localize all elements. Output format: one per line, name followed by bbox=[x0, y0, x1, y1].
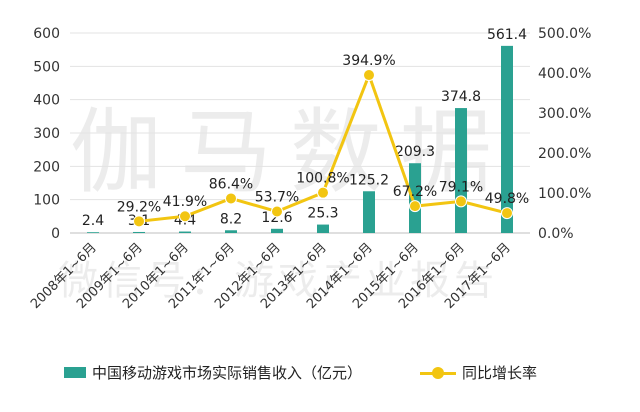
right-tick-label: 0.0% bbox=[538, 226, 574, 242]
right-tick-label: 300.0% bbox=[538, 106, 591, 122]
growth-rate-label: 100.8% bbox=[296, 171, 349, 187]
bar bbox=[133, 231, 145, 233]
bar bbox=[225, 230, 237, 233]
bar-value-label: 209.3 bbox=[395, 144, 435, 160]
legend-growth-label: 同比增长率 bbox=[462, 364, 538, 382]
bar-value-label: 374.8 bbox=[441, 89, 481, 105]
growth-rate-point bbox=[225, 192, 237, 205]
right-tick-label: 100.0% bbox=[538, 186, 591, 202]
legend-bar-swatch bbox=[64, 367, 86, 378]
bar bbox=[317, 224, 329, 233]
right-tick-label: 500.0% bbox=[538, 26, 591, 42]
legend-line-swatch bbox=[420, 366, 456, 379]
left-tick-label: 500 bbox=[33, 59, 60, 75]
growth-rate-label: 86.4% bbox=[209, 176, 253, 192]
growth-rate-label: 394.9% bbox=[342, 53, 395, 69]
left-tick-label: 200 bbox=[33, 159, 60, 175]
growth-rate-point bbox=[179, 210, 191, 223]
growth-rate-point bbox=[455, 195, 467, 208]
legend-item-growth: 同比增长率 bbox=[420, 362, 537, 383]
legend-item-revenue: 中国移动游戏市场实际销售收入（亿元） bbox=[64, 362, 362, 383]
growth-rate-point bbox=[317, 186, 329, 199]
bar bbox=[409, 163, 421, 233]
legend-revenue-label: 中国移动游戏市场实际销售收入（亿元） bbox=[92, 364, 363, 382]
bar bbox=[455, 108, 467, 233]
bar-value-label: 8.2 bbox=[220, 211, 242, 227]
growth-rate-label: 41.9% bbox=[163, 194, 207, 210]
bar bbox=[501, 45, 513, 233]
bar-value-label: 25.3 bbox=[307, 206, 338, 222]
growth-rate-point bbox=[501, 207, 513, 220]
growth-rate-point bbox=[271, 205, 283, 218]
bar bbox=[363, 191, 375, 233]
bar-value-label: 561.4 bbox=[487, 27, 527, 43]
left-tick-label: 100 bbox=[33, 193, 60, 209]
growth-rate-point bbox=[409, 200, 421, 213]
left-tick-label: 300 bbox=[33, 126, 60, 142]
left-tick-label: 400 bbox=[33, 93, 60, 109]
bar bbox=[87, 232, 99, 233]
growth-rate-point bbox=[363, 69, 375, 82]
bar-value-label: 12.6 bbox=[261, 210, 292, 226]
bar-value-label: 2.4 bbox=[82, 213, 104, 229]
growth-rate-label: 67.2% bbox=[393, 184, 437, 200]
bar bbox=[271, 228, 283, 233]
growth-rate-label: 79.1% bbox=[439, 179, 483, 195]
right-tick-label: 400.0% bbox=[538, 66, 591, 82]
bar-value-label: 125.2 bbox=[349, 172, 389, 188]
growth-rate-label: 29.2% bbox=[117, 199, 161, 215]
left-tick-label: 600 bbox=[33, 26, 60, 42]
right-tick-label: 200.0% bbox=[538, 146, 591, 162]
bar bbox=[179, 231, 191, 233]
growth-rate-point bbox=[133, 215, 145, 228]
growth-rate-label: 53.7% bbox=[255, 190, 299, 206]
left-tick-label: 0 bbox=[51, 226, 60, 242]
growth-rate-label: 49.8% bbox=[485, 191, 529, 207]
